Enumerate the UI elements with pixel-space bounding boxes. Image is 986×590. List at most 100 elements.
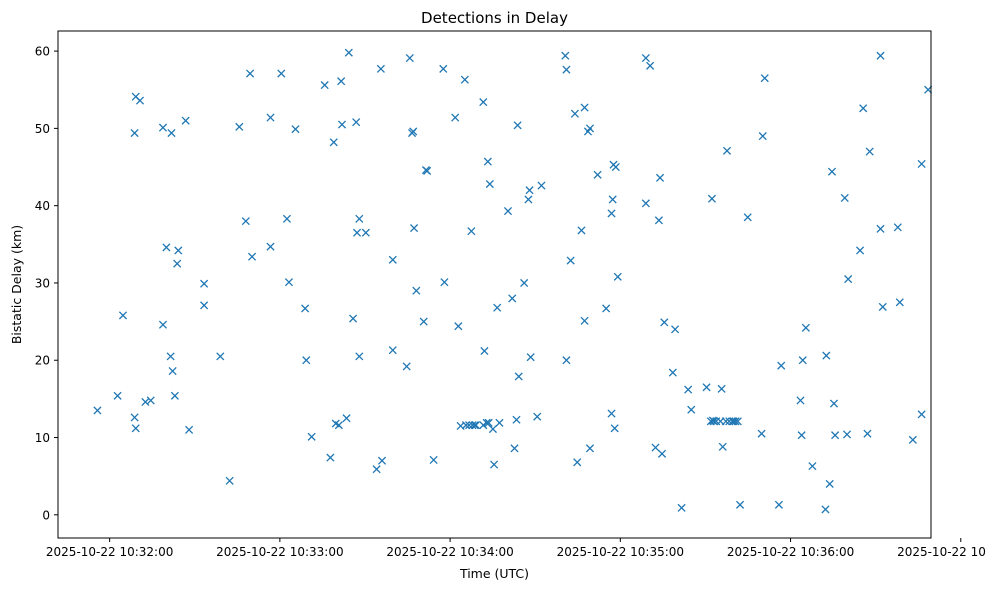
data-point — [388, 255, 397, 264]
data-point — [409, 127, 418, 136]
data-point — [470, 421, 479, 430]
data-point — [493, 303, 502, 312]
data-point — [577, 226, 586, 235]
data-point — [479, 98, 488, 107]
data-point — [130, 413, 139, 422]
data-point — [355, 352, 364, 361]
data-point — [593, 170, 602, 179]
x-tick-label: 2025-10-22 10:35:00 — [557, 545, 684, 559]
data-point — [337, 120, 347, 129]
data-point — [479, 421, 488, 430]
y-tick-label: 20 — [35, 354, 50, 368]
x-axis-label: Time (UTC) — [459, 566, 529, 581]
data-point — [342, 414, 351, 423]
data-point — [266, 242, 275, 251]
data-point — [216, 352, 225, 361]
data-point — [608, 195, 617, 204]
data-point — [284, 278, 294, 287]
data-point — [488, 424, 497, 434]
data-point — [607, 409, 616, 418]
data-point — [668, 368, 677, 377]
data-point — [200, 301, 209, 310]
data-point — [562, 65, 571, 74]
data-point — [301, 304, 310, 313]
data-point — [573, 458, 582, 467]
data-point — [508, 294, 517, 303]
data-point — [344, 48, 353, 57]
data-point — [468, 421, 477, 430]
y-tick-label: 50 — [35, 122, 50, 136]
x-tick-label: 2025-10-22 10:33:00 — [216, 545, 343, 559]
data-point — [388, 346, 397, 355]
data-point — [602, 304, 611, 313]
data-point — [651, 443, 660, 452]
data-point — [566, 256, 575, 265]
data-point — [718, 442, 727, 451]
data-point — [520, 278, 529, 288]
data-point — [657, 449, 667, 458]
data-point — [743, 213, 752, 222]
data-point — [796, 396, 805, 405]
data-point — [607, 209, 616, 218]
data-point — [510, 444, 519, 453]
data-point — [241, 217, 250, 226]
data-point — [585, 124, 595, 133]
y-tick-label: 0 — [42, 508, 50, 522]
data-point — [320, 81, 329, 90]
data-point — [721, 417, 730, 426]
data-point — [610, 424, 619, 433]
data-point — [513, 121, 522, 130]
data-point — [733, 417, 742, 426]
data-point — [654, 216, 663, 225]
data-point — [825, 479, 834, 488]
data-point — [646, 61, 655, 70]
data-point — [863, 429, 872, 438]
data-point — [402, 362, 411, 371]
data-point — [174, 246, 183, 255]
data-point — [248, 252, 257, 261]
data-point — [537, 181, 546, 190]
data-point — [460, 75, 469, 84]
data-point — [525, 186, 534, 195]
data-point — [731, 417, 740, 426]
y-tick-label: 60 — [35, 45, 50, 59]
data-point — [829, 399, 839, 408]
data-point — [774, 500, 783, 509]
x-tick-label: 2025-10-22 10:32:00 — [46, 545, 173, 559]
data-point — [467, 227, 476, 236]
data-point — [831, 431, 840, 440]
data-point — [277, 69, 286, 78]
data-point — [570, 109, 579, 118]
data-point — [641, 53, 650, 63]
data-point — [181, 116, 190, 125]
data-point — [895, 298, 904, 307]
data-point — [503, 207, 513, 216]
plot-frame — [57, 30, 932, 539]
data-point — [141, 397, 150, 407]
data-point — [451, 113, 460, 122]
data-point — [440, 278, 449, 287]
data-point — [168, 367, 177, 376]
data-point — [429, 455, 438, 465]
data-point — [376, 64, 385, 73]
data-point — [514, 372, 523, 381]
x-tick-label: 2025-10-22 10:36:00 — [727, 545, 854, 559]
data-point — [821, 505, 830, 514]
data-point — [302, 356, 311, 365]
y-axis-label: Bistatic Delay (km) — [9, 225, 24, 344]
data-point — [641, 199, 650, 208]
data-point — [377, 456, 387, 465]
y-tick-label: 40 — [35, 199, 50, 213]
data-point — [613, 272, 622, 281]
data-point — [419, 317, 428, 326]
data-point — [484, 418, 493, 427]
data-point — [580, 316, 589, 325]
data-point — [677, 503, 686, 512]
data-point — [355, 214, 364, 223]
data-point — [876, 51, 885, 60]
data-point — [337, 77, 346, 86]
data-point — [758, 132, 767, 141]
data-point — [483, 157, 492, 166]
data-point — [865, 147, 874, 156]
